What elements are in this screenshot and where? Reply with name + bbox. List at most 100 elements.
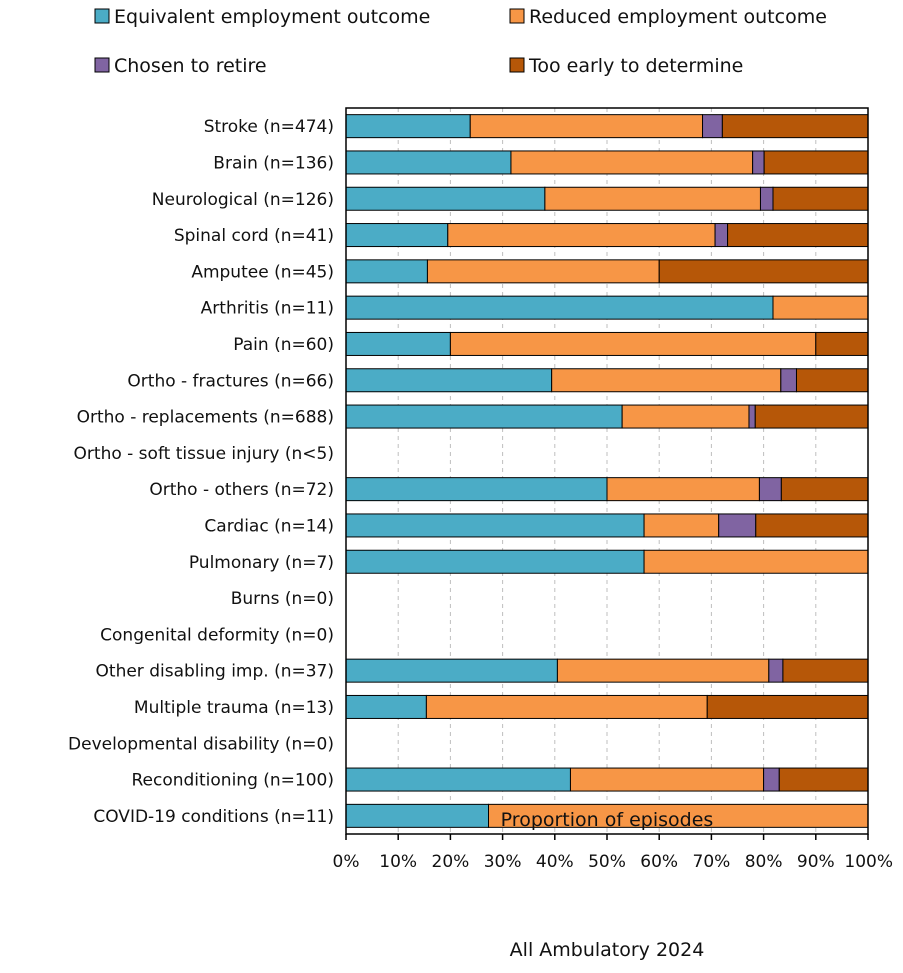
category-label: Ortho - replacements (n=688) bbox=[77, 408, 334, 428]
x-tick-label: 0% bbox=[333, 852, 360, 872]
category-label: Congenital deformity (n=0) bbox=[100, 625, 334, 645]
category-label: Multiple trauma (n=13) bbox=[134, 698, 334, 718]
category-label: Spinal cord (n=41) bbox=[174, 226, 334, 246]
category-label: Arthritis (n=11) bbox=[201, 299, 334, 319]
bar-segment-chosen-to-retire-spinal-cord-n-41 bbox=[714, 223, 729, 248]
bar-segment-chosen-to-retire-ortho-fractures-n-66 bbox=[780, 368, 797, 393]
legend-label-equivalent-employment-outcome: Equivalent employment outcome bbox=[114, 6, 430, 28]
bar-segment-chosen-to-retire-ortho-others-n-72 bbox=[758, 477, 782, 502]
bar-segment-too-early-to-determine-spinal-cord-n-41 bbox=[727, 223, 869, 248]
bar-segment-equivalent-employment-outcome-other-disabling-imp-n-37 bbox=[345, 658, 558, 683]
bar-segment-equivalent-employment-outcome-ortho-replacements-n-688 bbox=[345, 404, 623, 429]
legend-label-reduced-employment-outcome: Reduced employment outcome bbox=[529, 6, 827, 28]
category-label: Other disabling imp. (n=37) bbox=[96, 662, 334, 682]
chart-footer-caption: All Ambulatory 2024 bbox=[510, 939, 705, 961]
legend-label-too-early-to-determine: Too early to determine bbox=[528, 55, 743, 77]
category-label: Stroke (n=474) bbox=[204, 117, 334, 137]
x-tick-label: 50% bbox=[588, 852, 626, 872]
bar-segment-too-early-to-determine-neurological-n-126 bbox=[772, 186, 869, 211]
bar-segment-reduced-employment-outcome-neurological-n-126 bbox=[544, 186, 761, 211]
bar-segment-chosen-to-retire-brain-n-136 bbox=[752, 150, 765, 175]
category-label: Neurological (n=126) bbox=[152, 190, 334, 210]
category-label: Brain (n=136) bbox=[213, 153, 334, 173]
category-label: Amputee (n=45) bbox=[191, 262, 334, 282]
bar-segment-reduced-employment-outcome-pulmonary-n-7 bbox=[643, 549, 869, 574]
legend: Equivalent employment outcome Reduced emp… bbox=[94, 6, 827, 77]
bar-segment-too-early-to-determine-stroke-n-474 bbox=[721, 114, 869, 139]
x-tick-label: 20% bbox=[432, 852, 470, 872]
bar-segment-reduced-employment-outcome-cardiac-n-14 bbox=[643, 513, 720, 538]
x-tick-labels: 0% 10% 20% 30% 40% 50% 60% 70% 80% 90% 100% bbox=[333, 834, 893, 872]
bar-segment-reduced-employment-outcome-amputee-n-45 bbox=[426, 259, 660, 284]
bar-segment-equivalent-employment-outcome-cardiac-n-14 bbox=[345, 513, 645, 538]
bar-segment-reduced-employment-outcome-reconditioning-n-100 bbox=[569, 767, 765, 792]
category-label: Pulmonary (n=7) bbox=[189, 553, 334, 573]
bar-segment-equivalent-employment-outcome-brain-n-136 bbox=[345, 150, 512, 175]
bar-segment-equivalent-employment-outcome-reconditioning-n-100 bbox=[345, 767, 571, 792]
bars bbox=[345, 114, 869, 828]
x-axis-title: Proportion of episodes bbox=[501, 809, 714, 831]
x-tick-label: 100% bbox=[844, 852, 893, 872]
bar-segment-equivalent-employment-outcome-covid-19-conditions-n-11 bbox=[345, 803, 490, 828]
legend-swatch-equivalent-employment-outcome bbox=[94, 8, 110, 24]
category-label: Ortho - others (n=72) bbox=[149, 480, 334, 500]
bar-segment-equivalent-employment-outcome-spinal-cord-n-41 bbox=[345, 223, 449, 248]
bar-segment-too-early-to-determine-ortho-fractures-n-66 bbox=[795, 368, 869, 393]
x-tick-label: 10% bbox=[379, 852, 417, 872]
legend-swatch-too-early-to-determine bbox=[509, 57, 525, 73]
category-label: Burns (n=0) bbox=[231, 589, 334, 609]
category-label: COVID-19 conditions (n=11) bbox=[93, 807, 334, 827]
bar-segment-equivalent-employment-outcome-pain-n-60 bbox=[345, 331, 451, 356]
bar-segment-too-early-to-determine-amputee-n-45 bbox=[658, 259, 869, 284]
bar-segment-reduced-employment-outcome-spinal-cord-n-41 bbox=[447, 223, 716, 248]
bar-segment-chosen-to-retire-stroke-n-474 bbox=[702, 114, 723, 139]
bar-segment-chosen-to-retire-cardiac-n-14 bbox=[718, 513, 757, 538]
bar-segment-too-early-to-determine-other-disabling-imp-n-37 bbox=[782, 658, 869, 683]
x-tick-label: 30% bbox=[484, 852, 522, 872]
bar-segment-chosen-to-retire-other-disabling-imp-n-37 bbox=[768, 658, 784, 683]
bar-segment-too-early-to-determine-cardiac-n-14 bbox=[755, 513, 869, 538]
bar-segment-equivalent-employment-outcome-arthritis-n-11 bbox=[345, 295, 774, 320]
bar-segment-too-early-to-determine-pain-n-60 bbox=[815, 331, 869, 356]
category-label: Ortho - fractures (n=66) bbox=[127, 371, 334, 391]
category-labels: Stroke (n=474) Brain (n=136) Neurological … bbox=[68, 117, 334, 827]
legend-swatch-reduced-employment-outcome bbox=[509, 8, 525, 24]
bar-segment-equivalent-employment-outcome-multiple-trauma-n-13 bbox=[345, 694, 427, 719]
legend-label-chosen-to-retire: Chosen to retire bbox=[114, 55, 267, 77]
category-label: Ortho - soft tissue injury (n<5) bbox=[74, 444, 334, 464]
bar-segment-too-early-to-determine-ortho-others-n-72 bbox=[780, 477, 869, 502]
bar-segment-equivalent-employment-outcome-amputee-n-45 bbox=[345, 259, 428, 284]
category-label: Reconditioning (n=100) bbox=[131, 771, 334, 791]
bar-segment-reduced-employment-outcome-ortho-fractures-n-66 bbox=[551, 368, 782, 393]
bar-segment-reduced-employment-outcome-ortho-replacements-n-688 bbox=[621, 404, 750, 429]
category-label: Pain (n=60) bbox=[233, 335, 334, 355]
bar-segment-reduced-employment-outcome-stroke-n-474 bbox=[469, 114, 704, 139]
bar-segment-equivalent-employment-outcome-stroke-n-474 bbox=[345, 114, 471, 139]
bar-segment-too-early-to-determine-brain-n-136 bbox=[763, 150, 869, 175]
bar-segment-equivalent-employment-outcome-ortho-fractures-n-66 bbox=[345, 368, 553, 393]
bar-segment-chosen-to-retire-reconditioning-n-100 bbox=[763, 767, 780, 792]
bar-segment-equivalent-employment-outcome-neurological-n-126 bbox=[345, 186, 546, 211]
x-tick-label: 40% bbox=[536, 852, 574, 872]
bar-segment-reduced-employment-outcome-other-disabling-imp-n-37 bbox=[556, 658, 770, 683]
bar-segment-too-early-to-determine-ortho-replacements-n-688 bbox=[754, 404, 869, 429]
bar-segment-equivalent-employment-outcome-ortho-others-n-72 bbox=[345, 477, 608, 502]
category-label: Developmental disability (n=0) bbox=[68, 734, 334, 754]
bar-segment-reduced-employment-outcome-ortho-others-n-72 bbox=[606, 477, 760, 502]
legend-swatch-chosen-to-retire bbox=[94, 57, 110, 73]
bar-segment-reduced-employment-outcome-multiple-trauma-n-13 bbox=[425, 694, 708, 719]
bar-segment-reduced-employment-outcome-pain-n-60 bbox=[449, 331, 817, 356]
x-tick-label: 90% bbox=[797, 852, 835, 872]
bar-segment-too-early-to-determine-multiple-trauma-n-13 bbox=[706, 694, 869, 719]
bar-segment-too-early-to-determine-reconditioning-n-100 bbox=[778, 767, 869, 792]
x-tick-label: 70% bbox=[693, 852, 731, 872]
bar-segment-equivalent-employment-outcome-pulmonary-n-7 bbox=[345, 549, 645, 574]
bar-segment-chosen-to-retire-ortho-replacements-n-688 bbox=[748, 404, 756, 429]
bar-segment-reduced-employment-outcome-arthritis-n-11 bbox=[772, 295, 869, 320]
bar-segment-reduced-employment-outcome-brain-n-136 bbox=[510, 150, 754, 175]
category-label: Cardiac (n=14) bbox=[204, 516, 334, 536]
gridlines bbox=[397, 108, 817, 834]
bar-segment-chosen-to-retire-neurological-n-126 bbox=[759, 186, 774, 211]
x-tick-label: 80% bbox=[745, 852, 783, 872]
